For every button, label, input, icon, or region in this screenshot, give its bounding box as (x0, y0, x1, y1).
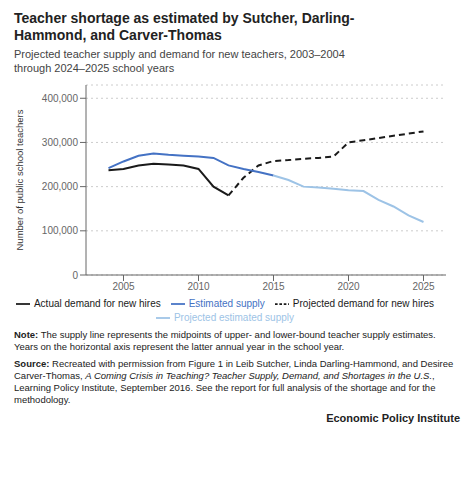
svg-text:2005: 2005 (112, 281, 135, 292)
html-text:Projected teacher supply and d: Projected teacher supply and demand for … (14, 48, 345, 74)
svg-text:2020: 2020 (337, 281, 360, 292)
svg-text:Number of public school teache: Number of public school teachers (14, 109, 25, 250)
html-text:Projected demand for new hires: Projected demand for new hires (292, 297, 434, 309)
html-text:Estimated supply: Estimated supply (188, 297, 265, 309)
svg-text:2015: 2015 (262, 281, 285, 292)
svg-text:400,000: 400,000 (42, 93, 79, 104)
html-text:Projected estimated supply: Projected estimated supply (174, 311, 294, 323)
svg-text:2025: 2025 (412, 281, 435, 292)
html-text:Actual demand for new hires: Actual demand for new hires (34, 297, 161, 309)
svg-text:200,000: 200,000 (42, 181, 79, 192)
svg-text:0: 0 (72, 270, 78, 281)
svg-text:100,000: 100,000 (42, 225, 79, 236)
html-text:Source: Recreated with permiss: Source: Recreated with permission from F… (14, 358, 454, 405)
html-text:Note: The supply line represen: Note: The supply line represents the mid… (14, 329, 436, 352)
svg-text:300,000: 300,000 (42, 137, 79, 148)
html-text:Teacher shortage as estimated: Teacher shortage as estimated by Sutcher… (14, 10, 355, 43)
svg-text:2010: 2010 (187, 281, 210, 292)
html-text:Economic Policy Institute: Economic Policy Institute (326, 412, 460, 424)
